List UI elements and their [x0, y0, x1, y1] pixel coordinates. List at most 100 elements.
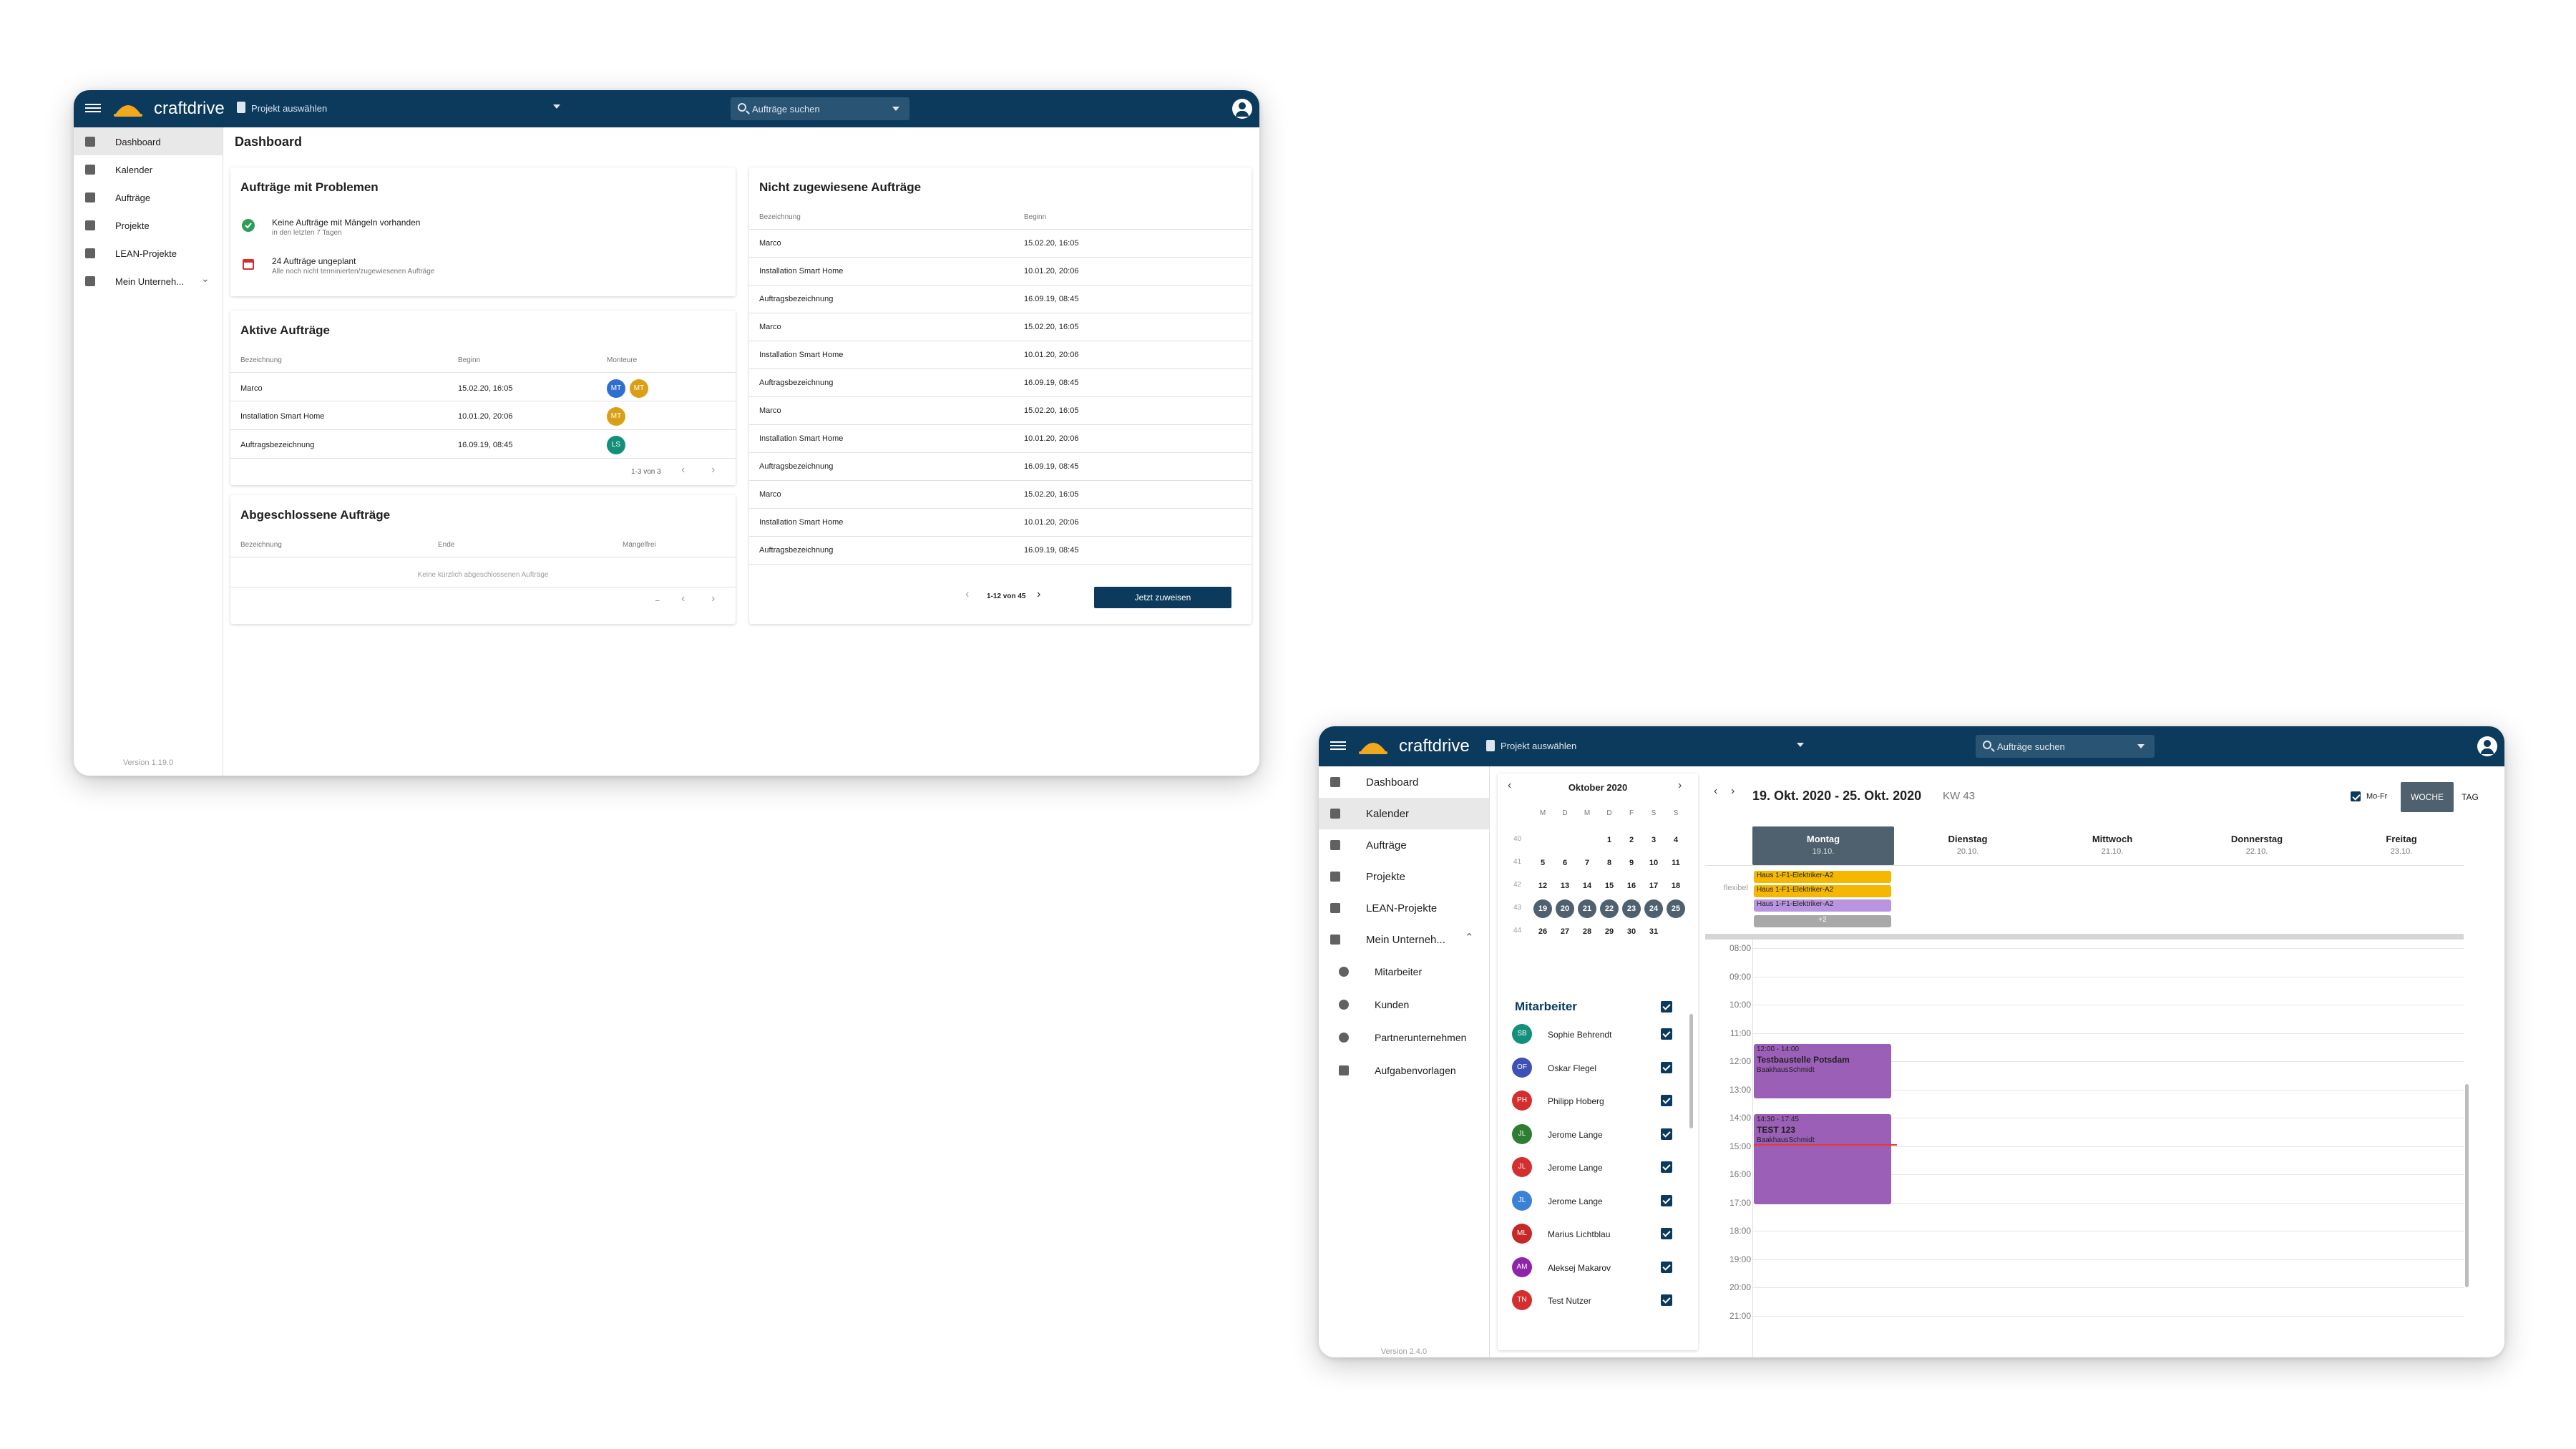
sidebar-item-dashboard[interactable]: Dashboard	[74, 127, 223, 155]
sidebar-subitem-templates[interactable]: Aufgabenvorlagen	[1319, 1054, 1489, 1087]
calendar-day[interactable]: 21	[1578, 899, 1596, 918]
calendar-day[interactable]: 23	[1622, 899, 1641, 918]
calendar-day[interactable]: 16	[1626, 882, 1636, 890]
chevron-down-icon[interactable]: ⌄	[201, 273, 210, 284]
day-header[interactable]: Donnerstag 22.10.	[2186, 826, 2328, 865]
chevron-left-icon[interactable]: ‹	[681, 592, 686, 605]
calendar-day[interactable]: 15	[1604, 882, 1614, 890]
view-week-button[interactable]: WOCHE	[2401, 782, 2454, 812]
employee-checkbox[interactable]	[1661, 1161, 1672, 1173]
calendar-day[interactable]: 17	[1649, 882, 1659, 890]
employee-checkbox[interactable]	[1661, 1128, 1672, 1140]
calendar-day[interactable]: 7	[1584, 859, 1590, 867]
employee-checkbox[interactable]	[1661, 1028, 1672, 1040]
chevron-up-icon[interactable]: ⌃	[1465, 932, 1474, 944]
calendar-event[interactable]: 14:30 - 17:45 TEST 123 BaakhausSchmidt	[1754, 1114, 1891, 1204]
cell-name: Marco	[759, 239, 781, 248]
employee-checkbox[interactable]	[1661, 1095, 1672, 1106]
cell-begin: 15.02.20, 16:05	[1024, 239, 1079, 248]
calendar-day[interactable]: 30	[1626, 927, 1636, 936]
employee-checkbox[interactable]	[1661, 1294, 1672, 1306]
sidebar-subitem-employees[interactable]: Mitarbeiter	[1319, 955, 1489, 988]
account-icon[interactable]	[1232, 99, 1252, 119]
chevron-left-icon[interactable]: ‹	[681, 464, 686, 476]
mo-fr-checkbox[interactable]	[2351, 791, 2361, 801]
chevron-left-icon[interactable]: ‹	[965, 588, 970, 600]
employee-checkbox[interactable]	[1661, 1061, 1672, 1073]
employee-checkbox[interactable]	[1661, 1261, 1672, 1273]
menu-icon[interactable]	[85, 102, 101, 116]
calendar-day[interactable]: 25	[1667, 899, 1685, 918]
chevron-down-icon[interactable]	[2137, 744, 2145, 748]
sidebar-item-projects[interactable]: Projekte	[1319, 861, 1489, 892]
calendar-day[interactable]: 27	[1560, 927, 1570, 936]
chevron-right-icon[interactable]: ›	[1731, 785, 1735, 797]
chevron-down-icon[interactable]	[553, 104, 560, 109]
chevron-right-icon[interactable]: ›	[711, 464, 716, 476]
calendar-day[interactable]: 9	[1629, 859, 1634, 867]
calendar-day[interactable]: 24	[1644, 899, 1663, 918]
day-header[interactable]: Montag 19.10.	[1752, 826, 1894, 865]
employee-checkbox[interactable]	[1661, 1228, 1672, 1239]
more-events-chip[interactable]: +2	[1754, 915, 1891, 927]
day-header[interactable]: Mittwoch 21.10.	[2041, 826, 2183, 865]
flexible-event[interactable]: Haus 1-F1-Elektriker-A2	[1754, 899, 1891, 912]
sidebar-item-company[interactable]: Mein Unterneh... ⌄	[74, 267, 223, 295]
assign-now-button[interactable]: Jetzt zuweisen	[1094, 587, 1231, 608]
project-select[interactable]: Projekt auswählen	[1501, 741, 1577, 751]
calendar-day[interactable]: 1	[1606, 836, 1612, 844]
flexible-event[interactable]: Haus 1-F1-Elektriker-A2	[1754, 885, 1891, 897]
calendar-day[interactable]: 2	[1629, 836, 1634, 844]
calendar-day[interactable]: 8	[1606, 859, 1612, 867]
calendar-day[interactable]: 6	[1562, 859, 1568, 867]
view-day-button[interactable]: TAG	[2462, 792, 2479, 802]
sidebar-item-projects[interactable]: Projekte	[74, 211, 223, 239]
scrollbar[interactable]	[1689, 1014, 1693, 1128]
chevron-left-icon[interactable]: ‹	[1508, 779, 1512, 791]
chevron-right-icon[interactable]: ›	[1037, 588, 1041, 600]
sidebar-subitem-partners[interactable]: Partnerunternehmen	[1319, 1021, 1489, 1054]
calendar-day[interactable]: 12	[1538, 882, 1548, 890]
account-icon[interactable]	[2477, 736, 2497, 756]
calendar-day[interactable]: 18	[1671, 882, 1681, 890]
employee-checkbox[interactable]	[1661, 1194, 1672, 1206]
calendar-day[interactable]: 3	[1651, 836, 1657, 844]
search-input[interactable]: Aufträge suchen	[1976, 735, 2155, 758]
sidebar-item-dashboard[interactable]: Dashboard	[1319, 766, 1489, 798]
search-input[interactable]: Aufträge suchen	[731, 97, 909, 120]
calendar-day[interactable]: 28	[1582, 927, 1592, 936]
chevron-down-icon[interactable]	[1797, 743, 1804, 747]
calendar-day[interactable]: 29	[1604, 927, 1614, 936]
project-select[interactable]: Projekt auswählen	[251, 103, 328, 114]
calendar-day[interactable]: 22	[1600, 899, 1619, 918]
sidebar-item-calendar[interactable]: Kalender	[1319, 798, 1489, 829]
chevron-left-icon[interactable]: ‹	[1714, 785, 1718, 797]
chevron-down-icon[interactable]	[892, 107, 899, 111]
sidebar-item-lean-projects[interactable]: LEAN-Projekte	[74, 239, 223, 267]
calendar-event[interactable]: 12:00 - 14:00 Testbaustelle Potsdam Baak…	[1754, 1044, 1891, 1098]
sidebar-item-lean-projects[interactable]: LEAN-Projekte	[1319, 892, 1489, 924]
sidebar-item-calendar[interactable]: Kalender	[74, 155, 223, 183]
sidebar-item-company[interactable]: Mein Unterneh... ⌃	[1319, 924, 1489, 955]
day-header[interactable]: Dienstag 20.10.	[1897, 826, 2039, 865]
chevron-right-icon[interactable]: ›	[1678, 779, 1682, 791]
day-header[interactable]: Freitag 23.10.	[2331, 826, 2472, 865]
calendar-day[interactable]: 19	[1533, 899, 1552, 918]
calendar-day[interactable]: 5	[1540, 859, 1546, 867]
flexible-event[interactable]: Haus 1-F1-Elektriker-A2	[1754, 871, 1891, 883]
calendar-day[interactable]: 10	[1649, 859, 1659, 867]
sidebar-item-orders[interactable]: Aufträge	[1319, 829, 1489, 861]
calendar-day[interactable]: 20	[1556, 899, 1574, 918]
chevron-right-icon[interactable]: ›	[711, 592, 716, 605]
calendar-day[interactable]: 11	[1672, 859, 1680, 867]
sidebar-item-orders[interactable]: Aufträge	[74, 183, 223, 211]
calendar-day[interactable]: 14	[1582, 882, 1592, 890]
calendar-day[interactable]: 26	[1538, 927, 1548, 936]
calendar-day[interactable]: 31	[1649, 927, 1659, 936]
calendar-day[interactable]: 13	[1560, 882, 1570, 890]
calendar-day[interactable]: 4	[1673, 836, 1679, 844]
scrollbar[interactable]	[2465, 1084, 2469, 1287]
sidebar-subitem-customers[interactable]: Kunden	[1319, 988, 1489, 1021]
select-all-checkbox[interactable]	[1661, 1001, 1672, 1013]
menu-icon[interactable]	[1330, 739, 1346, 753]
